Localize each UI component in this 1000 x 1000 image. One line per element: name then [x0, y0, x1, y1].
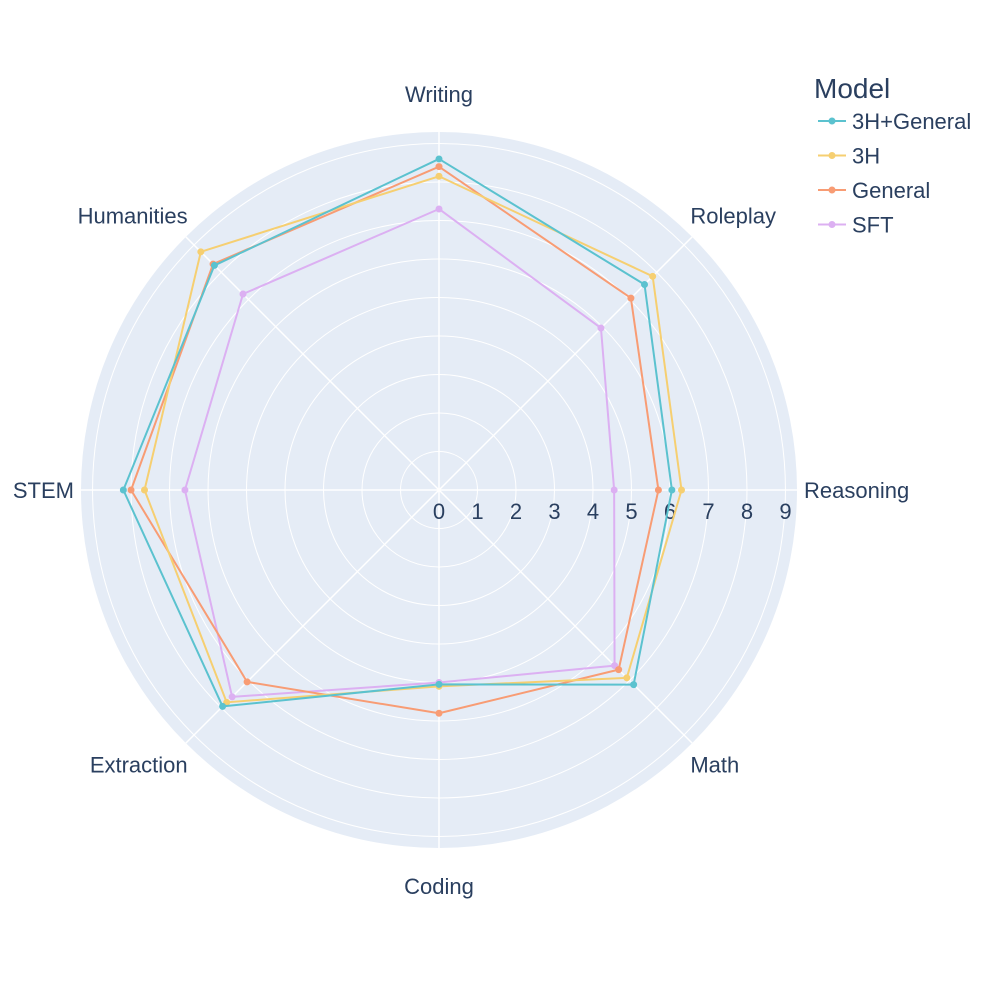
grid-spoke: [185, 236, 440, 491]
legend-label: SFT: [852, 213, 894, 238]
grid-spoke: [438, 489, 693, 744]
data-point-sft-humanities: [239, 290, 247, 298]
axis-label-reasoning: Reasoning: [804, 478, 909, 503]
data-point-3h-general-humanities: [210, 261, 218, 269]
legend-item-3h[interactable]: 3H: [818, 144, 880, 169]
legend-item-3h-general[interactable]: 3H+General: [818, 109, 971, 134]
axis-label-writing: Writing: [405, 82, 473, 107]
legend-item-general[interactable]: General: [818, 178, 930, 203]
data-point-general-math: [615, 666, 623, 674]
data-point-sft-reasoning: [610, 486, 618, 494]
data-point-3h-humanities: [197, 248, 205, 256]
data-point-general-stem: [127, 486, 135, 494]
legend-swatch-marker: [828, 186, 836, 194]
data-point-3h-general-writing: [435, 155, 443, 163]
data-point-3h-stem: [141, 486, 149, 494]
axis-label-extraction: Extraction: [90, 752, 188, 777]
radial-tick-label: 7: [702, 499, 714, 524]
data-point-3h-roleplay: [649, 272, 657, 280]
legend-swatch-marker: [828, 221, 836, 228]
data-point-sft-roleplay: [597, 324, 605, 332]
series-3h-general: [119, 155, 676, 710]
legend-title: Model: [814, 73, 890, 104]
series-group: [119, 155, 686, 717]
axis-label-stem: STEM: [13, 478, 74, 503]
series-general: [127, 163, 662, 717]
data-point-3h-general-coding: [435, 680, 443, 688]
angular-axis-labels: Writing Roleplay Reasoning Math Coding Extrac…: [13, 82, 909, 899]
data-point-sft-extraction: [228, 693, 236, 701]
data-point-general-extraction: [243, 678, 251, 686]
axis-label-math: Math: [690, 752, 739, 777]
data-point-3h-writing: [435, 172, 443, 180]
data-point-3h-reasoning: [678, 486, 686, 494]
data-point-general-roleplay: [627, 294, 635, 302]
data-point-3h-math: [623, 674, 631, 682]
data-point-3h-general-math: [630, 681, 638, 689]
radial-tick-label: 4: [587, 499, 599, 524]
radial-tick-label: 0: [433, 499, 445, 524]
data-point-general-coding: [435, 709, 443, 717]
data-point-sft-stem: [181, 486, 189, 494]
radial-tick-label: 9: [779, 499, 791, 524]
legend-label: General: [852, 178, 930, 203]
legend-label: 3H: [852, 144, 880, 169]
data-point-3h-general-extraction: [219, 702, 227, 710]
axis-label-roleplay: Roleplay: [690, 204, 776, 229]
data-point-general-reasoning: [654, 486, 662, 494]
data-point-3h-general-stem: [119, 486, 127, 494]
radial-tick-label: 3: [548, 499, 560, 524]
radial-tick-label: 1: [471, 499, 483, 524]
grid-spoke: [438, 236, 693, 491]
legend-swatch-marker: [828, 152, 836, 159]
data-point-3h-general-roleplay: [641, 280, 649, 288]
legend-swatch-marker: [828, 117, 836, 125]
data-point-general-writing: [435, 163, 443, 171]
data-point-3h-general-reasoning: [668, 486, 676, 494]
legend: Model 3H+General 3H General SFT: [814, 73, 971, 238]
axis-label-coding: Coding: [404, 874, 474, 899]
axis-label-humanities: Humanities: [78, 204, 188, 229]
legend-item-sft[interactable]: SFT: [818, 213, 894, 238]
radial-tick-label: 2: [510, 499, 522, 524]
legend-label: 3H+General: [852, 109, 971, 134]
data-point-sft-writing: [435, 205, 443, 213]
radial-tick-label: 5: [625, 499, 637, 524]
radial-tick-label: 8: [741, 499, 753, 524]
